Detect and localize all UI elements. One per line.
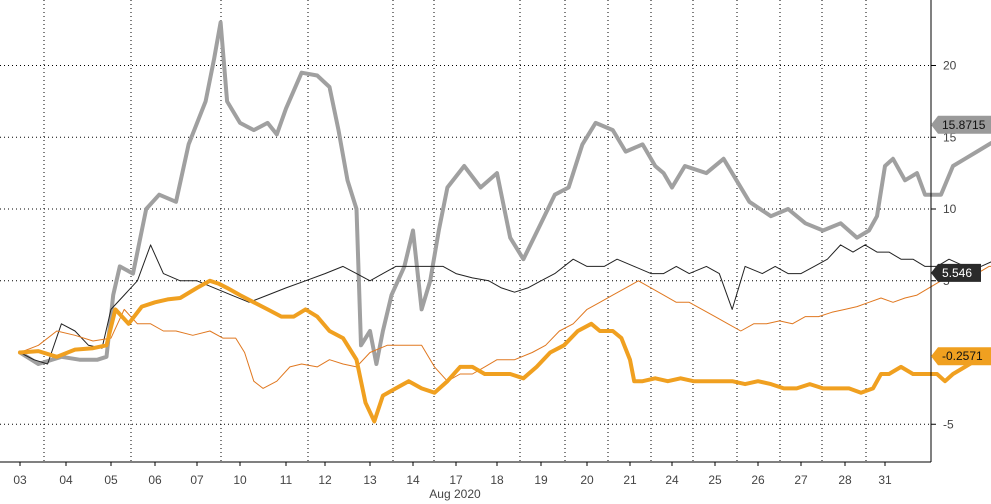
x-tick-label: 06 bbox=[148, 473, 162, 487]
series-line bbox=[19, 244, 991, 365]
x-tick-label: 11 bbox=[280, 473, 293, 487]
x-tick-label: 31 bbox=[878, 473, 892, 487]
x-tick-label: 19 bbox=[534, 473, 548, 487]
x-tick-label: 05 bbox=[104, 473, 118, 487]
x-tick-label: 12 bbox=[318, 473, 332, 487]
x-tick-label: 21 bbox=[623, 473, 637, 487]
x-tick-label: 24 bbox=[665, 473, 679, 487]
series-end-value-tag: 5.546 bbox=[931, 263, 981, 282]
series-end-value-label: 15.8715 bbox=[942, 118, 986, 132]
x-tick-label: 27 bbox=[794, 473, 808, 487]
series-end-value-tag: -0.2571 bbox=[931, 347, 991, 366]
x-tick-label: 04 bbox=[59, 473, 73, 487]
x-tick-label: 13 bbox=[363, 473, 377, 487]
x-tick-label: 07 bbox=[190, 473, 204, 487]
x-tick-label: 26 bbox=[751, 473, 765, 487]
x-tick-label: 20 bbox=[580, 473, 594, 487]
x-tick-label: 10 bbox=[233, 473, 247, 487]
y-tick-label: 10 bbox=[943, 202, 957, 216]
x-tick-label: 28 bbox=[838, 473, 852, 487]
y-tick-label: 20 bbox=[943, 59, 957, 73]
series-end-value-tag: 15.8715 bbox=[931, 115, 991, 134]
series-line bbox=[18, 20, 991, 366]
grid-lines bbox=[0, 0, 931, 462]
series-end-value-label: 5.546 bbox=[942, 266, 972, 280]
x-tick-label: 25 bbox=[708, 473, 722, 487]
x-tick-label: 14 bbox=[406, 473, 420, 487]
plot-area bbox=[18, 20, 991, 424]
series-end-value-label: -0.2571 bbox=[942, 349, 983, 363]
x-axis-month-label: Aug 2020 bbox=[429, 487, 481, 501]
series-line bbox=[19, 265, 991, 389]
y-tick-label: -5 bbox=[943, 417, 954, 431]
axes: 2015105-50304050607101112131417181920212… bbox=[0, 0, 991, 487]
x-tick-label: 17 bbox=[449, 473, 463, 487]
x-tick-label: 03 bbox=[13, 473, 27, 487]
series-line bbox=[18, 278, 991, 424]
x-tick-label: 18 bbox=[490, 473, 504, 487]
